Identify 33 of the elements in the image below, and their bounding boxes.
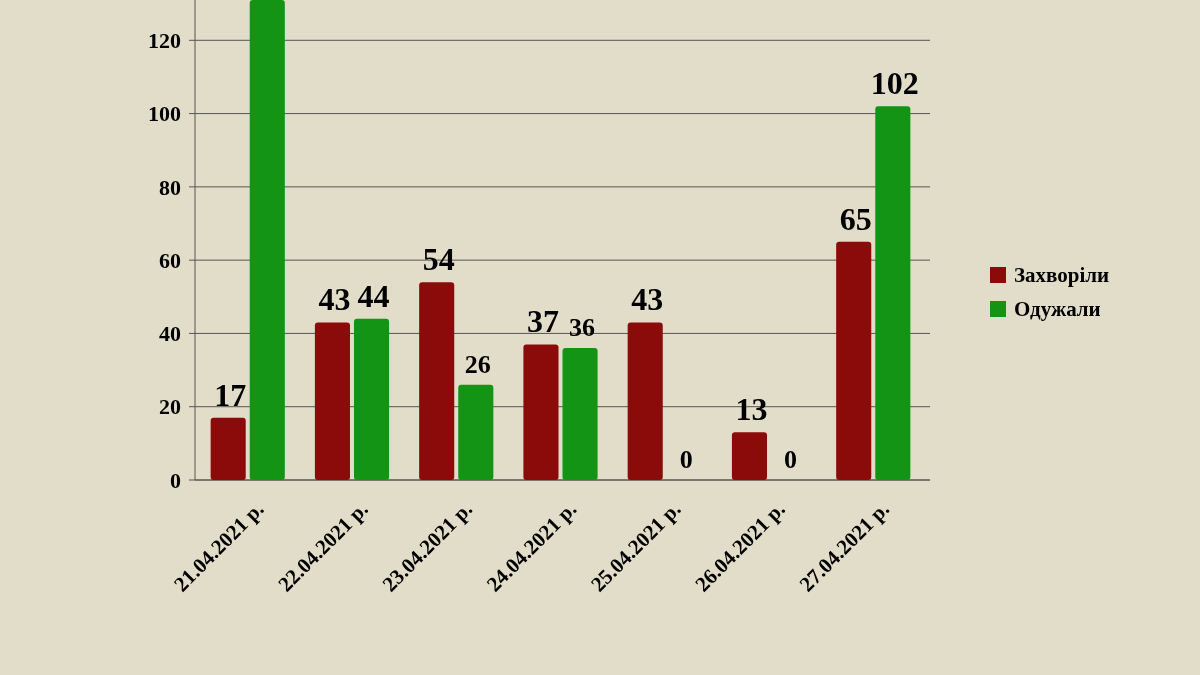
data-label: 43 — [318, 281, 351, 318]
data-label: 43 — [631, 281, 664, 318]
y-tick-label: 0 — [170, 467, 181, 493]
y-tick-label: 60 — [159, 247, 181, 273]
data-label: 26 — [464, 349, 491, 379]
bar — [210, 417, 246, 480]
bar — [353, 318, 390, 480]
y-tick-label: 40 — [159, 321, 181, 347]
data-label: 17 — [214, 376, 247, 413]
bar — [314, 322, 350, 480]
bar — [523, 344, 559, 480]
bar — [419, 282, 455, 480]
y-tick-label: 80 — [159, 174, 181, 200]
bar — [731, 432, 768, 480]
bar — [458, 384, 494, 480]
data-label: 0 — [784, 445, 798, 474]
legend-label: Захворіли — [1014, 263, 1110, 288]
y-tick-label: 100 — [148, 101, 181, 127]
data-label: 54 — [422, 241, 455, 278]
data-label: 44 — [357, 277, 390, 314]
y-tick-label: 120 — [148, 28, 181, 54]
data-label: 13 — [735, 391, 768, 428]
bar — [836, 241, 872, 480]
data-label: 65 — [839, 200, 872, 237]
data-label: 102 — [870, 65, 919, 102]
legend-label: Одужали — [1014, 297, 1101, 322]
data-label: 0 — [679, 445, 693, 474]
bar — [562, 348, 598, 480]
y-tick-label: 20 — [159, 394, 181, 420]
bar — [249, 0, 285, 480]
bar — [627, 322, 663, 480]
data-label: 37 — [526, 303, 559, 340]
bar — [875, 106, 911, 480]
